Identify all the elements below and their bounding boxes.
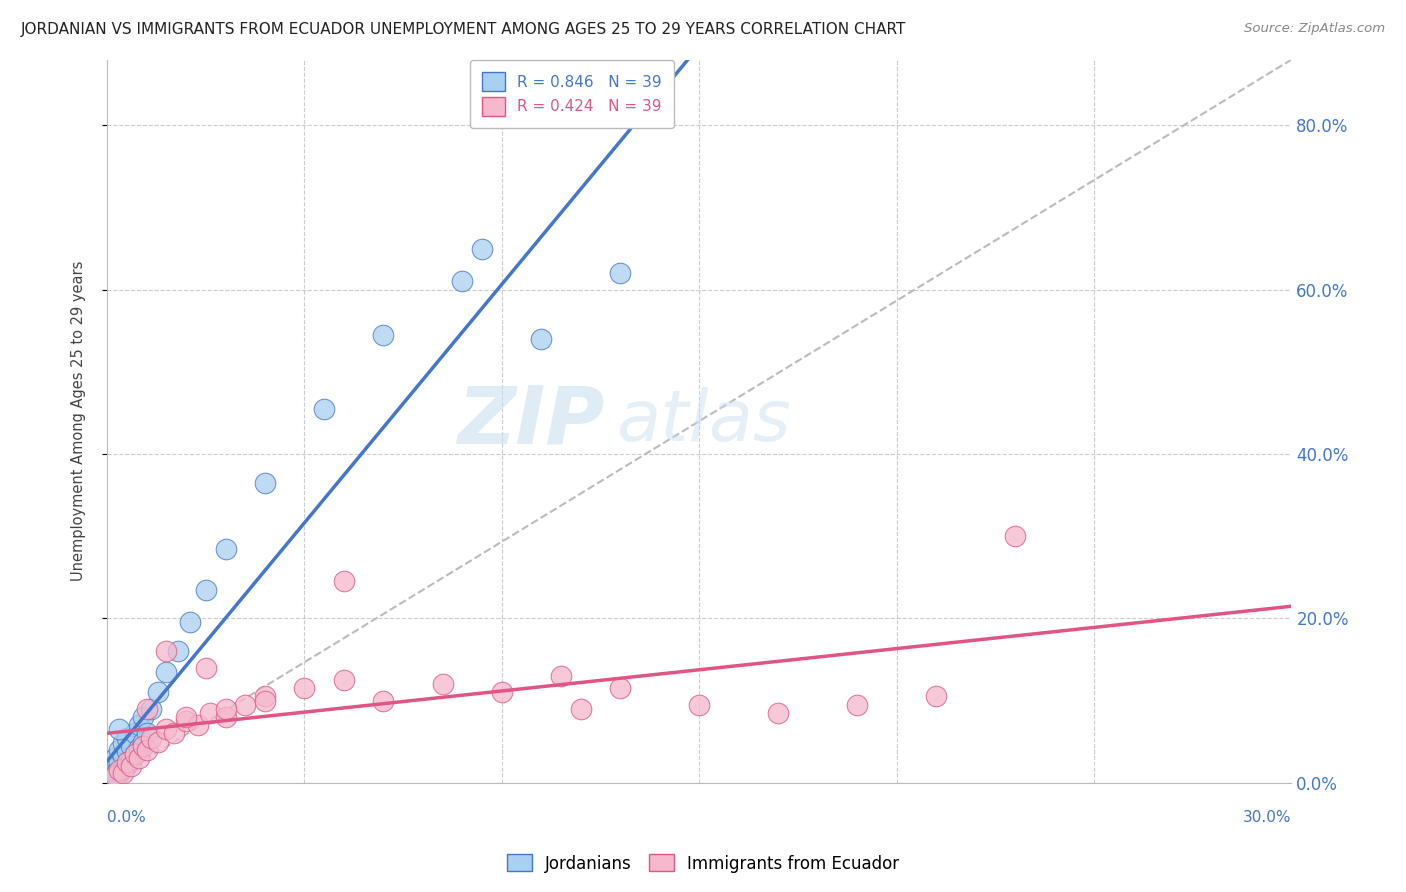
Point: [253, 693, 276, 707]
Point: [108, 764, 131, 778]
Point: [925, 690, 948, 704]
Legend: R = 0.846   N = 39, R = 0.424   N = 39: R = 0.846 N = 39, R = 0.424 N = 39: [470, 60, 675, 128]
Point: [131, 734, 153, 748]
Point: [155, 644, 177, 658]
Point: [688, 698, 710, 712]
Point: [609, 681, 631, 696]
Point: [174, 714, 197, 728]
Text: Source: ZipAtlas.com: Source: ZipAtlas.com: [1244, 22, 1385, 36]
Point: [104, 769, 127, 783]
Y-axis label: Unemployment Among Ages 25 to 29 years: Unemployment Among Ages 25 to 29 years: [72, 261, 86, 582]
Point: [128, 741, 150, 756]
Point: [768, 706, 790, 720]
Point: [124, 747, 146, 761]
Point: [104, 751, 127, 765]
Point: [451, 275, 474, 289]
Point: [135, 702, 157, 716]
Point: [179, 615, 201, 630]
Point: [148, 734, 170, 748]
Point: [108, 723, 131, 737]
Point: [115, 755, 138, 769]
Point: [569, 702, 592, 716]
Text: JORDANIAN VS IMMIGRANTS FROM ECUADOR UNEMPLOYMENT AMONG AGES 25 TO 29 YEARS CORR: JORDANIAN VS IMMIGRANTS FROM ECUADOR UNE…: [21, 22, 907, 37]
Point: [111, 749, 134, 764]
Point: [139, 702, 162, 716]
Point: [100, 772, 122, 786]
Point: [115, 757, 138, 772]
Point: [194, 661, 217, 675]
Point: [214, 541, 236, 556]
Point: [609, 266, 631, 280]
Point: [115, 731, 138, 745]
Point: [187, 718, 209, 732]
Point: [108, 743, 131, 757]
Point: [194, 582, 217, 597]
Point: [373, 693, 395, 707]
Point: [432, 677, 454, 691]
Point: [131, 739, 153, 753]
Point: [333, 574, 356, 589]
Point: [111, 765, 134, 780]
Point: [174, 710, 197, 724]
Point: [167, 644, 190, 658]
Point: [253, 690, 276, 704]
Point: [314, 401, 336, 416]
Point: [139, 731, 162, 745]
Point: [128, 718, 150, 732]
Text: atlas: atlas: [616, 386, 792, 456]
Text: 0.0%: 0.0%: [107, 811, 146, 825]
Point: [214, 702, 236, 716]
Point: [155, 665, 177, 679]
Text: 30.0%: 30.0%: [1243, 811, 1292, 825]
Point: [530, 332, 553, 346]
Point: [135, 726, 157, 740]
Point: [253, 475, 276, 490]
Point: [108, 765, 131, 780]
Point: [100, 764, 122, 778]
Point: [1004, 529, 1026, 543]
Point: [163, 726, 186, 740]
Point: [294, 681, 316, 696]
Point: [233, 698, 256, 712]
Point: [131, 710, 153, 724]
Point: [846, 698, 869, 712]
Point: [198, 706, 221, 720]
Point: [111, 761, 134, 775]
Point: [104, 759, 127, 773]
Point: [104, 767, 127, 781]
Point: [124, 747, 146, 761]
Point: [108, 755, 131, 769]
Point: [111, 736, 134, 750]
Legend: Jordanians, Immigrants from Ecuador: Jordanians, Immigrants from Ecuador: [501, 847, 905, 880]
Point: [124, 726, 146, 740]
Point: [333, 673, 356, 687]
Point: [491, 685, 513, 699]
Point: [120, 753, 142, 767]
Point: [115, 744, 138, 758]
Point: [128, 751, 150, 765]
Point: [135, 743, 157, 757]
Point: [471, 242, 494, 256]
Point: [120, 739, 142, 753]
Point: [550, 669, 572, 683]
Point: [373, 327, 395, 342]
Text: ZIP: ZIP: [457, 382, 605, 460]
Point: [104, 769, 127, 783]
Point: [148, 685, 170, 699]
Point: [120, 759, 142, 773]
Point: [155, 723, 177, 737]
Point: [214, 710, 236, 724]
